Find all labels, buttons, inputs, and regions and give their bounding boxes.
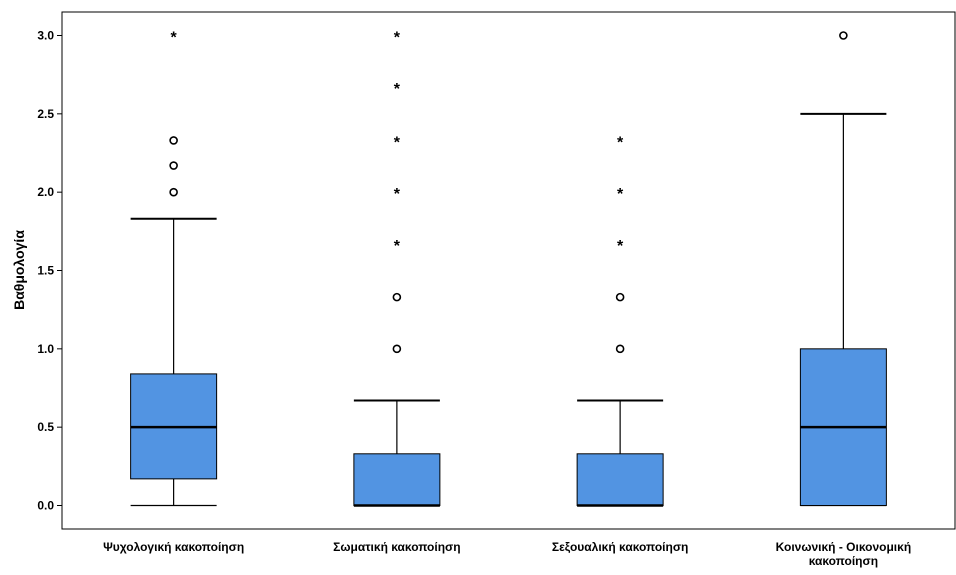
y-tick-label: 2.0 (37, 185, 54, 199)
outlier-point (392, 292, 402, 302)
y-tick-label: 0.5 (37, 420, 54, 434)
x-category-label: Ψυχολογική κακοποίηση (103, 540, 244, 554)
outlier-point (169, 187, 178, 197)
y-tick-label: 1.5 (37, 264, 54, 278)
extreme-point: * (617, 134, 624, 151)
box-group: * * * * * (353, 30, 441, 507)
extreme-point: * (617, 186, 624, 203)
extreme-point: * (394, 238, 401, 255)
extreme-point: * (394, 81, 401, 98)
y-tick-label: 2.5 (37, 107, 54, 121)
box (353, 453, 441, 506)
box (576, 453, 664, 506)
box-group: * (130, 30, 218, 507)
x-category-label: Σωματική κακοποίηση (333, 540, 460, 554)
x-category-label-line: Ψυχολογική κακοποίηση (103, 540, 244, 554)
y-tick-label: 1.0 (37, 342, 54, 356)
y-tick-label: 3.0 (37, 29, 54, 43)
extreme-point: * (394, 134, 401, 151)
extreme-point: * (617, 238, 624, 255)
outlier-point (169, 161, 178, 170)
outlier-point (169, 136, 178, 145)
x-category-label-line: Σεξουαλική κακοποίηση (552, 540, 689, 554)
extreme-point: * (394, 30, 401, 47)
y-axis-label: Βαθμολογία (11, 230, 27, 310)
x-category-label-line: Σωματική κακοποίηση (333, 540, 460, 554)
x-category-label-line: κακοποίηση (809, 554, 878, 568)
x-category-label-line: Κοινωνική - Οικονομική (776, 540, 912, 554)
x-category-label: Κοινωνική - Οικονομική κακοποίηση (776, 540, 912, 568)
extreme-point: * (394, 186, 401, 203)
y-tick-label: 0.0 (37, 499, 54, 513)
box-group (799, 31, 887, 507)
outlier-point (615, 344, 625, 354)
outlier-point (839, 31, 848, 40)
box-group: * * * (576, 134, 664, 507)
outlier-point (615, 292, 625, 302)
outlier-point (392, 344, 402, 354)
extreme-point: * (171, 30, 178, 47)
x-category-label: Σεξουαλική κακοποίηση (552, 540, 689, 554)
